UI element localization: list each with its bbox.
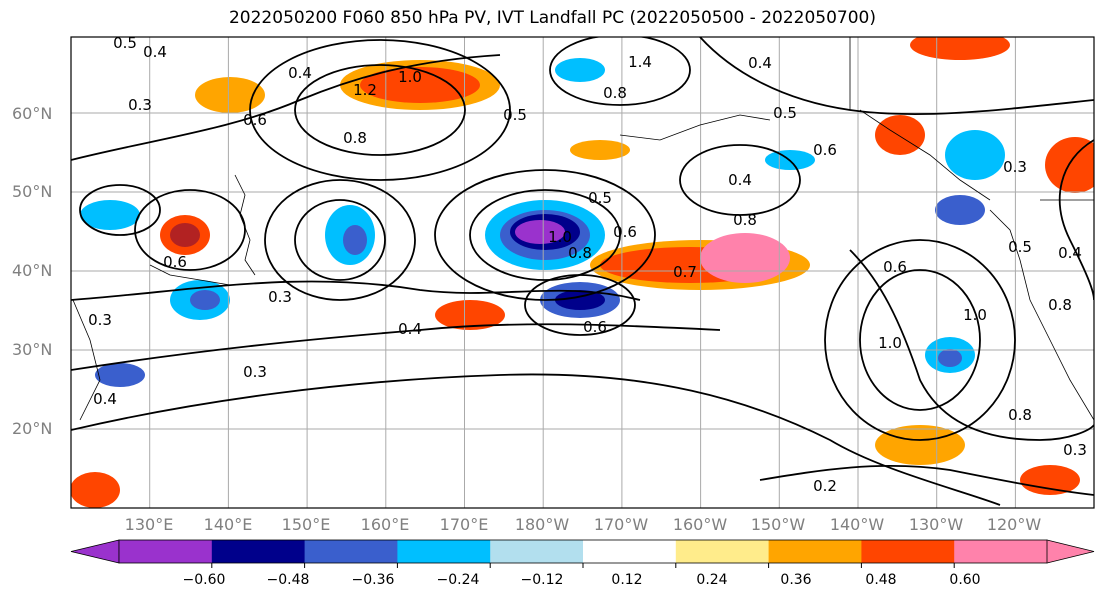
colorbar-extend-min [70, 539, 120, 564]
colorbar-tick-label: −0.12 [520, 572, 564, 588]
chart-title: 2022050200 F060 850 hPa PV, IVT Landfall… [228, 8, 876, 28]
contour-label: 0.6 [163, 253, 187, 271]
contour-label: 0.3 [1003, 158, 1027, 176]
colorbar-swatch [304, 540, 398, 563]
lon-label: 180°W [514, 515, 570, 534]
lat-label: 30°N [12, 340, 53, 359]
lon-label: 150°E [281, 515, 331, 534]
contour-label: 1.0 [398, 68, 422, 86]
map-frame [70, 36, 1095, 509]
contour-label: 0.8 [1008, 406, 1032, 424]
contour-label: 0.4 [748, 54, 772, 72]
lon-label: 130°W [908, 515, 964, 534]
contour-label: 0.4 [398, 320, 422, 338]
lat-label: 60°N [12, 104, 53, 123]
contour-label: 0.6 [243, 111, 267, 129]
colorbar-swatch [675, 540, 770, 563]
lon-label: 140°E [203, 515, 253, 534]
contour-label: 1.0 [963, 306, 987, 324]
colorbar-tick-label: 0.12 [611, 572, 643, 588]
colorbar-extend-max [1046, 539, 1095, 564]
contour-label: 0.6 [613, 223, 637, 241]
contour-label: 0.4 [93, 390, 117, 408]
colorbar-swatch [861, 540, 955, 563]
contour-label-layer: 0.40.50.30.60.4 1.01.20.80.51.40.80.40.50… [88, 34, 1087, 495]
lon-label: 140°W [829, 515, 885, 534]
colorbar-swatch [211, 540, 306, 563]
contour-label: 0.6 [583, 318, 607, 336]
lat-label: 20°N [12, 419, 53, 438]
lat-label: 50°N [12, 182, 53, 201]
gridlines [71, 37, 1094, 508]
contour-label: 0.8 [603, 84, 627, 102]
colorbar-swatch [119, 540, 213, 563]
contour-label: 0.8 [568, 244, 592, 262]
contour-label: 0.3 [128, 96, 152, 114]
colorbar-swatch [583, 540, 677, 563]
colorbar-swatch [397, 540, 491, 563]
colorbar-swatch [490, 540, 584, 563]
lon-label: 150°W [750, 515, 806, 534]
colorbar-tick-label: 0.36 [780, 572, 812, 588]
contour-label: 0.2 [813, 477, 837, 495]
contour-label: 0.5 [588, 189, 612, 207]
pv-contours [71, 37, 1094, 506]
contour-label: 0.3 [243, 363, 267, 381]
colorbar-tick-label: −0.36 [351, 572, 395, 588]
lon-label: 160°W [672, 515, 728, 534]
colorbar-tick-label: 0.24 [696, 572, 728, 588]
contour-label: 0.8 [733, 211, 757, 229]
contour-label: 0.7 [673, 263, 697, 281]
contour-label: 0.5 [1008, 238, 1032, 256]
contour-label: 0.8 [1048, 296, 1072, 314]
contour-label: 0.3 [88, 311, 112, 329]
contour-label: 0.5 [503, 106, 527, 124]
colorbar-tick-label: −0.60 [182, 572, 226, 588]
contour-label: 0.3 [1063, 441, 1087, 459]
lon-label: 170°W [593, 515, 649, 534]
contour-label: 0.5 [773, 104, 797, 122]
colorbar-swatch [768, 540, 862, 563]
colorbar-tick-label: −0.24 [436, 572, 480, 588]
contour-label: 0.5 [113, 34, 137, 52]
contour-label: 0.4 [1058, 244, 1082, 262]
contour-label: 0.4 [288, 64, 312, 82]
contour-label: 0.4 [728, 171, 752, 189]
lon-label: 160°E [360, 515, 410, 534]
colorbar-tick-label: −0.48 [266, 572, 310, 588]
contour-label: 0.8 [343, 129, 367, 147]
contour-label: 0.4 [143, 43, 167, 61]
lon-label: 120°W [986, 515, 1042, 534]
contour-label: 0.6 [883, 258, 907, 276]
colorbar [70, 539, 1095, 568]
lon-label: 130°E [124, 515, 174, 534]
contour-label: 1.2 [353, 81, 377, 99]
colorbar-tick-label: 0.60 [949, 572, 981, 588]
contour-label: 1.0 [878, 334, 902, 352]
contour-label: 0.3 [268, 288, 292, 306]
lon-label: 170°E [439, 515, 489, 534]
contour-label: 0.6 [813, 141, 837, 159]
colorbar-tick-label: 0.48 [865, 572, 897, 588]
lat-label: 40°N [12, 261, 53, 280]
contour-label: 1.0 [548, 228, 572, 246]
colorbar-swatch [954, 540, 1048, 563]
contour-label: 1.4 [628, 53, 652, 71]
